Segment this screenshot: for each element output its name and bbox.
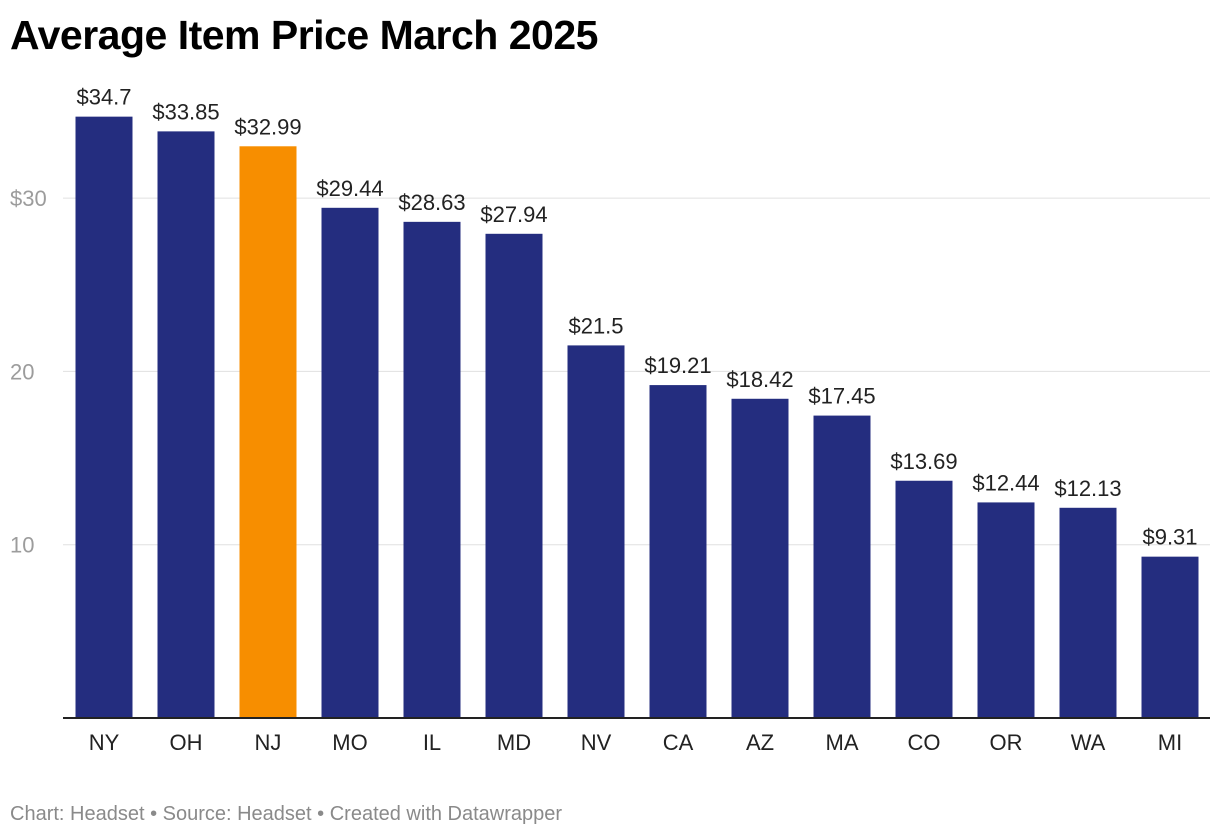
data-label: $28.63 bbox=[398, 190, 465, 215]
x-tick-label: NJ bbox=[255, 730, 282, 755]
bar-az bbox=[731, 398, 789, 718]
bar-oh bbox=[157, 131, 215, 718]
bar-il bbox=[403, 221, 461, 718]
bar-co bbox=[895, 480, 953, 718]
data-label: $32.99 bbox=[234, 114, 301, 139]
data-label: $9.31 bbox=[1142, 525, 1197, 550]
data-label: $19.21 bbox=[644, 353, 711, 378]
x-axis-labels: NY OH NJ MO IL MD NV CA AZ MA CO OR WA MI bbox=[89, 730, 1183, 755]
bar-ny bbox=[75, 116, 133, 719]
bar-or bbox=[977, 502, 1035, 718]
y-tick-label: 20 bbox=[10, 359, 34, 384]
bars bbox=[75, 116, 1199, 719]
x-tick-label: MI bbox=[1158, 730, 1182, 755]
bar-md bbox=[485, 233, 543, 718]
data-labels: $34.7 $33.85 $32.99 $29.44 $28.63 $27.94 $21.5… bbox=[76, 85, 1197, 550]
data-label: $33.85 bbox=[152, 99, 219, 124]
x-tick-label: AZ bbox=[746, 730, 774, 755]
bar-nj bbox=[239, 146, 297, 718]
data-label: $29.44 bbox=[316, 176, 383, 201]
y-tick-label: $30 bbox=[10, 186, 47, 211]
bar-ca bbox=[649, 385, 707, 718]
data-label: $12.44 bbox=[972, 470, 1039, 495]
x-tick-label: OH bbox=[170, 730, 203, 755]
bar-mi bbox=[1141, 556, 1199, 718]
chart-footer: Chart: Headset • Source: Headset • Creat… bbox=[10, 803, 563, 825]
x-tick-label: OR bbox=[990, 730, 1023, 755]
chart-title: Average Item Price March 2025 bbox=[10, 12, 598, 58]
data-label: $21.5 bbox=[568, 313, 623, 338]
x-tick-label: NY bbox=[89, 730, 120, 755]
x-tick-label: MO bbox=[332, 730, 367, 755]
bar-nv bbox=[567, 345, 625, 718]
data-label: $12.13 bbox=[1054, 476, 1121, 501]
bar-mo bbox=[321, 207, 379, 718]
data-label: $18.42 bbox=[726, 367, 793, 392]
data-label: $17.45 bbox=[808, 384, 875, 409]
x-tick-label: WA bbox=[1071, 730, 1106, 755]
bar-chart: 10 20 $30 $34.7 $33.85 $32.99 $29.44 $28.63 $27… bbox=[10, 85, 1210, 755]
x-tick-label: NV bbox=[581, 730, 612, 755]
x-tick-label: CA bbox=[663, 730, 694, 755]
y-tick-label: 10 bbox=[10, 533, 34, 558]
bar-ma bbox=[813, 415, 871, 718]
x-tick-label: MD bbox=[497, 730, 531, 755]
x-tick-label: MA bbox=[826, 730, 859, 755]
data-label: $34.7 bbox=[76, 85, 131, 110]
x-tick-label: CO bbox=[908, 730, 941, 755]
y-axis-ticks: 10 20 $30 bbox=[10, 186, 47, 558]
data-label: $27.94 bbox=[480, 202, 547, 227]
x-tick-label: IL bbox=[423, 730, 441, 755]
data-label: $13.69 bbox=[890, 449, 957, 474]
bar-wa bbox=[1059, 507, 1117, 718]
